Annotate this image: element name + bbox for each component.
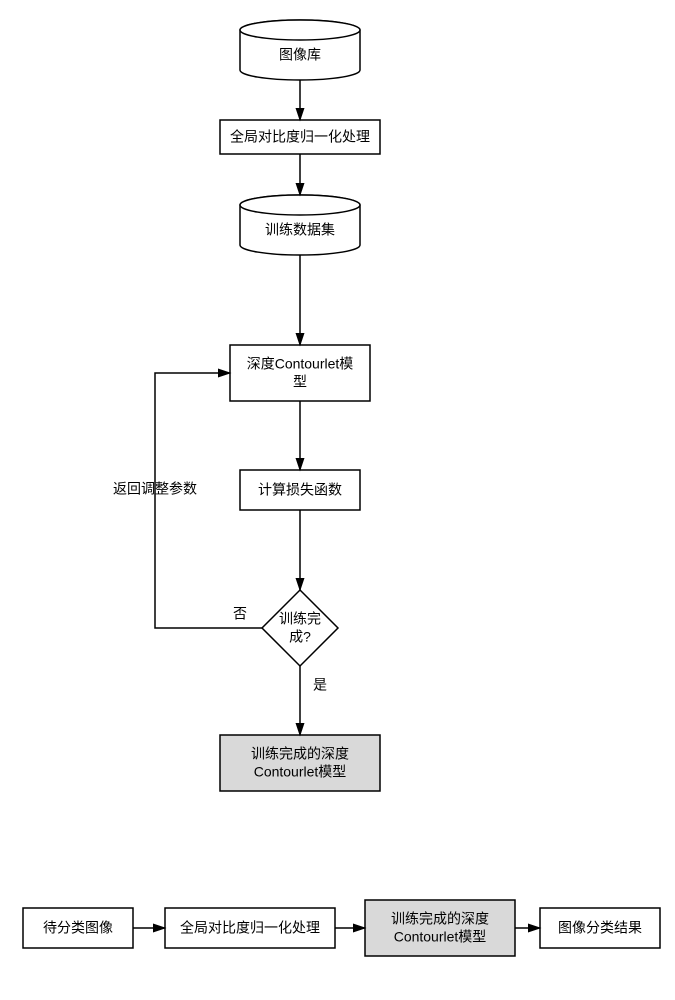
edge-label-return: 返回调整参数 [113, 481, 197, 497]
node-label: 型 [293, 374, 307, 390]
node-db2: 训练数据集 [240, 195, 360, 255]
node-label: 待分类图像 [43, 920, 113, 936]
edge-label-no: 否 [233, 606, 247, 622]
node-b2: 全局对比度归一化处理 [165, 908, 335, 948]
node-label: Contourlet模型 [254, 764, 347, 780]
node-label: 全局对比度归一化处理 [180, 920, 320, 936]
flowchart-canvas: 图像库全局对比度归一化处理训练数据集深度Contourlet模型计算损失函数训练… [0, 0, 675, 1000]
node-n2: 深度Contourlet模型 [230, 345, 370, 401]
node-b1: 待分类图像 [23, 908, 133, 948]
node-label: 训练数据集 [265, 222, 335, 238]
node-label: 全局对比度归一化处理 [230, 129, 370, 145]
node-label: 训练完成的深度 [391, 911, 489, 927]
node-label: 训练完成的深度 [251, 746, 349, 762]
edge-label: 是 [313, 677, 327, 693]
node-label: 训练完 [279, 611, 321, 627]
node-label: 计算损失函数 [258, 482, 342, 498]
node-label: Contourlet模型 [394, 929, 487, 945]
node-label: 图像分类结果 [558, 920, 642, 936]
node-label: 图像库 [279, 47, 321, 63]
node-n1: 全局对比度归一化处理 [220, 120, 380, 154]
node-label: 成? [289, 629, 311, 645]
node-d1: 训练完成? [262, 590, 338, 666]
node-b4: 图像分类结果 [540, 908, 660, 948]
node-b3: 训练完成的深度 Contourlet模型 [365, 900, 515, 956]
node-n4: 训练完成的深度 Contourlet模型 [220, 735, 380, 791]
node-db1: 图像库 [240, 20, 360, 80]
node-label: 深度Contourlet模 [247, 356, 354, 372]
node-n3: 计算损失函数 [240, 470, 360, 510]
